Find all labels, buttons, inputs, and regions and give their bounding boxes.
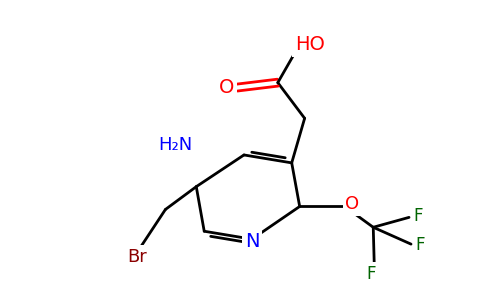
Text: O: O (345, 196, 360, 214)
Text: N: N (245, 232, 259, 250)
Text: F: F (413, 207, 423, 225)
Text: O: O (218, 78, 234, 97)
Text: F: F (366, 265, 376, 283)
Text: H₂N: H₂N (158, 136, 192, 154)
Text: Br: Br (128, 248, 148, 266)
Text: HO: HO (295, 35, 325, 55)
Text: F: F (415, 236, 425, 254)
